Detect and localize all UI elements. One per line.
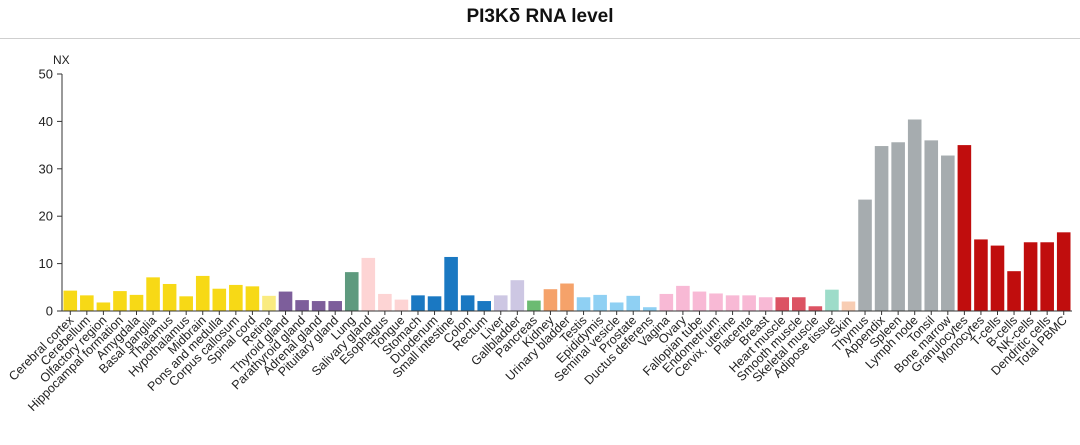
bar[interactable] [63,290,78,311]
bar[interactable] [626,295,641,311]
bar[interactable] [974,239,988,311]
bar[interactable] [742,295,756,311]
y-tick-label: 50 [39,67,53,82]
bar[interactable] [891,142,905,311]
bar[interactable] [245,286,260,311]
bar[interactable] [1056,232,1071,311]
bar[interactable] [825,289,839,311]
bar[interactable] [874,146,889,311]
bar[interactable] [477,301,491,311]
title-divider [0,38,1080,39]
bar[interactable] [758,297,773,311]
bar[interactable] [576,297,591,311]
bar[interactable] [659,293,674,311]
bar[interactable] [709,293,723,311]
bar-series [63,119,1071,312]
bar[interactable] [411,295,425,311]
bar[interactable] [510,280,525,311]
bar[interactable] [858,199,872,311]
bar[interactable] [344,272,359,311]
bar[interactable] [179,296,193,311]
bar[interactable] [941,155,955,311]
bar[interactable] [527,300,541,311]
bar[interactable] [427,296,442,311]
bar[interactable] [725,295,740,311]
bar[interactable] [560,283,574,311]
bar[interactable] [543,289,558,311]
bar[interactable] [162,283,177,311]
bar[interactable] [129,294,144,311]
bar[interactable] [841,301,856,311]
bar[interactable] [957,145,972,311]
bar[interactable] [278,291,293,311]
bar[interactable] [262,295,276,311]
bar[interactable] [808,306,823,311]
bar[interactable] [643,307,657,311]
bar[interactable] [361,257,376,311]
bar[interactable] [460,295,475,311]
bar[interactable] [146,277,160,311]
bar[interactable] [96,302,111,311]
bar[interactable] [195,275,210,311]
y-tick-label: 0 [46,304,53,319]
bar[interactable] [295,300,309,311]
bar[interactable] [493,295,508,311]
bar[interactable] [907,119,922,312]
bar[interactable] [1007,271,1021,311]
bar[interactable] [80,295,94,311]
bar[interactable] [311,301,326,311]
bar[interactable] [212,288,227,311]
y-tick-label: 20 [39,209,53,224]
bar[interactable] [229,284,243,311]
bar[interactable] [113,291,127,311]
y-axis-label: NX [53,53,70,67]
bar[interactable] [378,293,392,311]
y-tick-label: 30 [39,161,53,176]
bar[interactable] [444,256,458,311]
bar[interactable] [609,302,624,311]
bar[interactable] [394,299,409,311]
bar[interactable] [676,285,690,311]
bar[interactable] [792,297,806,311]
bar[interactable] [924,140,939,311]
bar[interactable] [990,245,1005,311]
bar[interactable] [328,301,342,311]
bar[interactable] [1023,242,1038,311]
bar[interactable] [1040,242,1054,311]
bar[interactable] [593,294,607,311]
chart-title: PI3Kδ RNA level [466,6,614,27]
y-tick-label: 40 [39,114,53,129]
y-tick-label: 10 [39,256,53,271]
bar[interactable] [692,291,707,311]
bar[interactable] [775,297,790,311]
